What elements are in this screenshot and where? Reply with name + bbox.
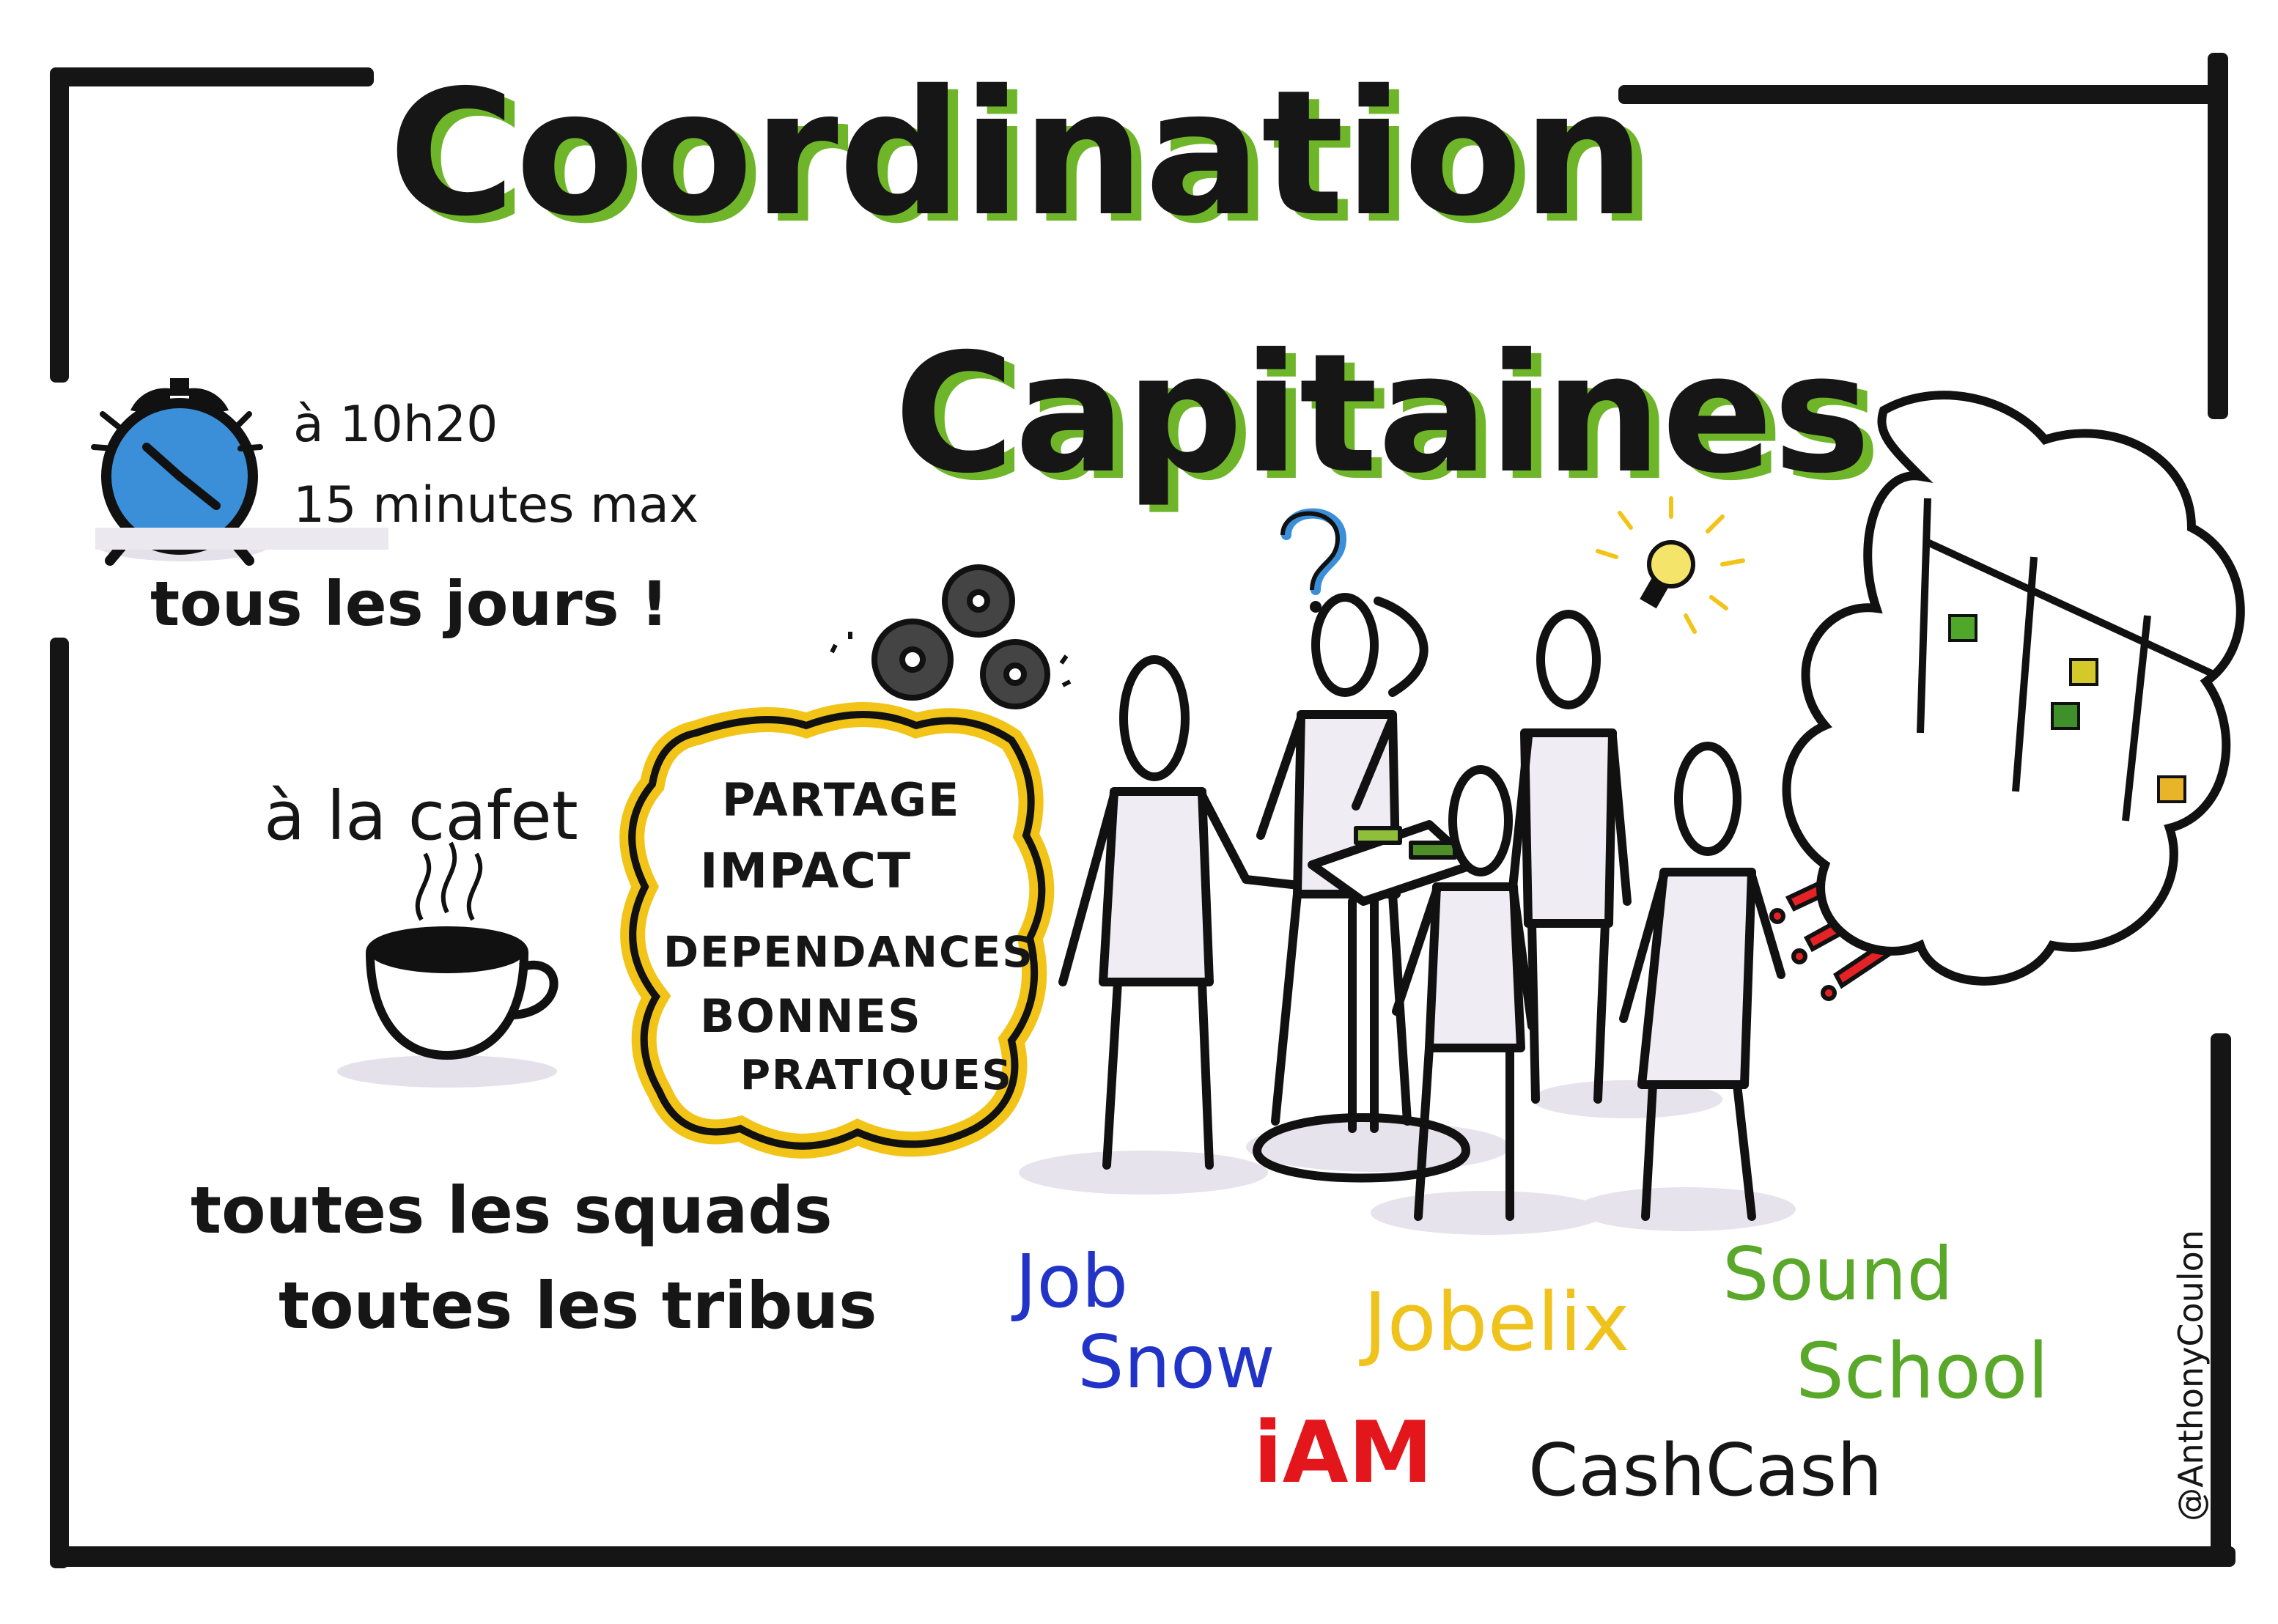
title-line-2: Capitaines xyxy=(894,318,1871,509)
audience-line-2: toutes les tribus xyxy=(279,1268,877,1343)
topic-1: PARTAGE xyxy=(722,773,961,827)
team-people xyxy=(1058,593,1785,1221)
lightbulb-icon xyxy=(1596,496,1745,634)
frame-top-left-v xyxy=(50,67,69,383)
person-4 xyxy=(1392,765,1536,1221)
person-3 xyxy=(1505,610,1632,1104)
team-iam: iAM xyxy=(1253,1403,1433,1502)
team-job-snow-line-2: Snow xyxy=(1077,1319,1275,1405)
audience-line-1: toutes les squads xyxy=(191,1173,833,1248)
team-sound-school-line-2: School xyxy=(1796,1326,2049,1416)
person-1 xyxy=(1058,655,1316,1170)
person-5 xyxy=(1619,742,1785,1221)
topic-3: DEPENDANCES xyxy=(663,927,1034,977)
artist-credit: @AnthonyCoulon xyxy=(2170,1230,2211,1521)
question-mark-icon xyxy=(1280,508,1347,613)
frame-top-right-v xyxy=(2208,53,2228,419)
team-sound-school-line-1: Sound xyxy=(1722,1231,1953,1317)
schedule-time: à 10h20 xyxy=(293,396,498,454)
title-line-1: Coordination xyxy=(388,53,1645,254)
frame-top-left-h xyxy=(51,67,374,86)
topic-4: BONNES xyxy=(700,989,922,1043)
frame-right-lower-v xyxy=(2211,1033,2231,1561)
schedule-duration: 15 minutes max xyxy=(293,476,699,534)
thought-cloud-icon xyxy=(1782,391,2245,986)
coffee-cup-icon xyxy=(337,841,559,1088)
team-cashcash: CashCash xyxy=(1528,1429,1883,1513)
ground-shadows xyxy=(1019,1080,1796,1235)
location-label: à la cafet xyxy=(264,777,578,855)
frame-left-lower-v xyxy=(50,638,69,1568)
text-shadow-block xyxy=(95,528,388,550)
frame-bottom-h xyxy=(51,1546,2235,1567)
team-jobelix: Jobelix xyxy=(1363,1275,1630,1369)
topics-badge-shape xyxy=(619,702,1055,1159)
gears-icon xyxy=(830,564,1072,709)
topic-5: PRATIQUES xyxy=(740,1052,1013,1099)
team-job-snow-line-1: Job xyxy=(1015,1239,1129,1324)
topic-2: IMPACT xyxy=(700,843,913,899)
frame-top-right-h xyxy=(1618,85,2227,104)
schedule-frequency: tous les jours ! xyxy=(150,568,669,640)
